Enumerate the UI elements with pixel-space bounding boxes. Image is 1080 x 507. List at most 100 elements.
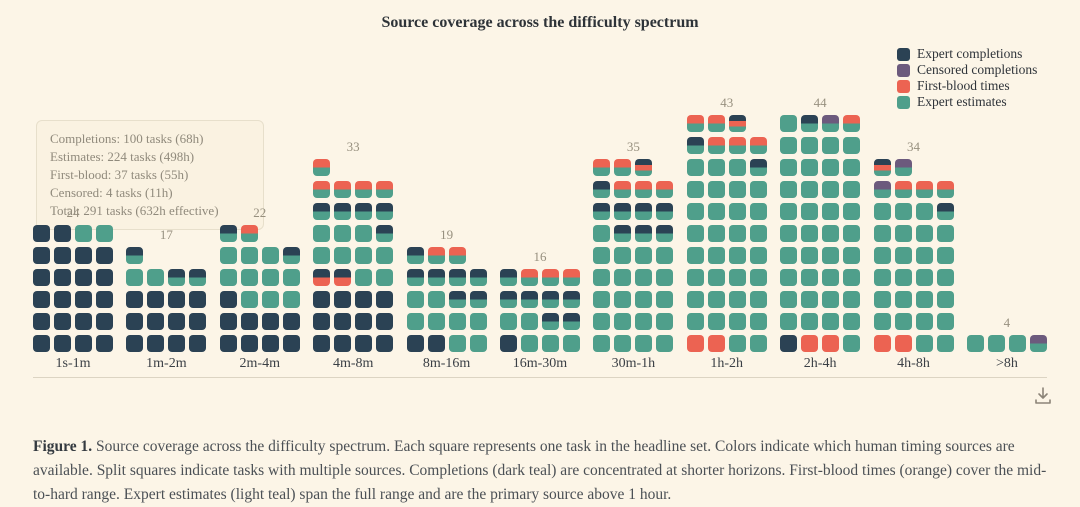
task-square	[355, 291, 373, 308]
task-square	[219, 335, 237, 352]
task-square	[894, 225, 912, 242]
figure-caption: Figure 1. Source coverage across the dif…	[33, 435, 1049, 507]
task-square	[499, 335, 517, 352]
task-square	[843, 225, 861, 242]
task-square	[469, 291, 487, 308]
task-square	[915, 225, 933, 242]
task-square	[33, 335, 50, 352]
task-square	[915, 247, 933, 264]
waffle-grid	[780, 115, 861, 352]
task-square	[593, 203, 611, 220]
task-square	[822, 181, 840, 198]
task-square	[822, 313, 840, 330]
task-square	[33, 291, 50, 308]
task-square	[966, 335, 984, 352]
task-square	[822, 137, 840, 154]
task-square	[894, 203, 912, 220]
task-square	[686, 115, 704, 132]
task-square	[96, 291, 113, 308]
task-square	[707, 291, 725, 308]
legend-swatch-expert-completions-icon	[897, 47, 910, 61]
task-square	[96, 269, 113, 286]
task-square	[780, 225, 798, 242]
task-square	[75, 247, 92, 264]
task-square	[147, 313, 165, 330]
task-square	[261, 247, 279, 264]
task-square	[707, 225, 725, 242]
x-axis-label: >8h	[995, 356, 1018, 371]
task-square	[728, 335, 746, 352]
download-icon[interactable]	[1032, 386, 1054, 406]
task-square	[801, 203, 819, 220]
task-square	[562, 291, 580, 308]
waffle-row	[873, 203, 954, 220]
task-square	[448, 269, 466, 286]
task-square	[261, 291, 279, 308]
task-square	[749, 313, 767, 330]
task-square	[780, 247, 798, 264]
x-axis-label: 30m-1h	[611, 356, 656, 371]
task-square	[593, 247, 611, 264]
task-square	[686, 313, 704, 330]
x-axis-label: 4h-8h	[897, 356, 930, 371]
waffle-row	[780, 291, 861, 308]
task-square	[96, 225, 113, 242]
waffle-row	[313, 335, 394, 352]
waffle-row	[219, 269, 300, 286]
task-square	[499, 291, 517, 308]
task-square	[334, 269, 352, 286]
task-square	[686, 247, 704, 264]
task-square	[635, 291, 653, 308]
waffle-row	[593, 181, 674, 198]
waffle-column: 22	[219, 205, 300, 352]
task-square	[936, 181, 954, 198]
task-square	[780, 115, 798, 132]
waffle-grid	[126, 247, 207, 352]
legend-swatch-censored-completions-icon	[897, 63, 910, 77]
task-square	[355, 203, 373, 220]
task-square	[614, 291, 632, 308]
task-square	[54, 291, 71, 308]
task-square	[936, 291, 954, 308]
task-square	[873, 313, 891, 330]
task-square	[686, 291, 704, 308]
task-square	[801, 313, 819, 330]
task-square	[126, 247, 144, 264]
task-square	[707, 335, 725, 352]
task-square	[728, 269, 746, 286]
legend-label: Expert completions	[917, 46, 1023, 61]
task-square	[313, 291, 331, 308]
task-square	[749, 225, 767, 242]
waffle-row	[499, 291, 580, 308]
task-square	[873, 269, 891, 286]
task-square	[749, 181, 767, 198]
waffle-row	[313, 159, 393, 176]
x-axis-label: 2m-4m	[239, 356, 280, 371]
x-axis-label: 1s-1m	[55, 356, 91, 371]
task-square	[822, 269, 840, 286]
waffle-column: 17	[126, 227, 207, 352]
task-square	[469, 335, 487, 352]
legend-label: Censored completions	[917, 62, 1038, 77]
column-count-label: 34	[907, 139, 921, 154]
task-square	[406, 313, 424, 330]
waffle-row	[686, 291, 767, 308]
task-square	[635, 269, 653, 286]
task-square	[75, 225, 92, 242]
column-count-label: 17	[159, 227, 173, 242]
task-square	[541, 291, 559, 308]
column-count-label: 22	[253, 205, 267, 220]
task-square	[801, 335, 819, 352]
task-square	[728, 291, 746, 308]
waffle-row	[780, 181, 861, 198]
task-square	[334, 247, 352, 264]
task-square	[614, 313, 632, 330]
task-square	[355, 181, 373, 198]
task-square	[822, 225, 840, 242]
task-square	[843, 159, 861, 176]
task-square	[189, 291, 207, 308]
waffle-row	[686, 137, 767, 154]
waffle-column: 19	[406, 227, 487, 352]
task-square	[240, 269, 258, 286]
